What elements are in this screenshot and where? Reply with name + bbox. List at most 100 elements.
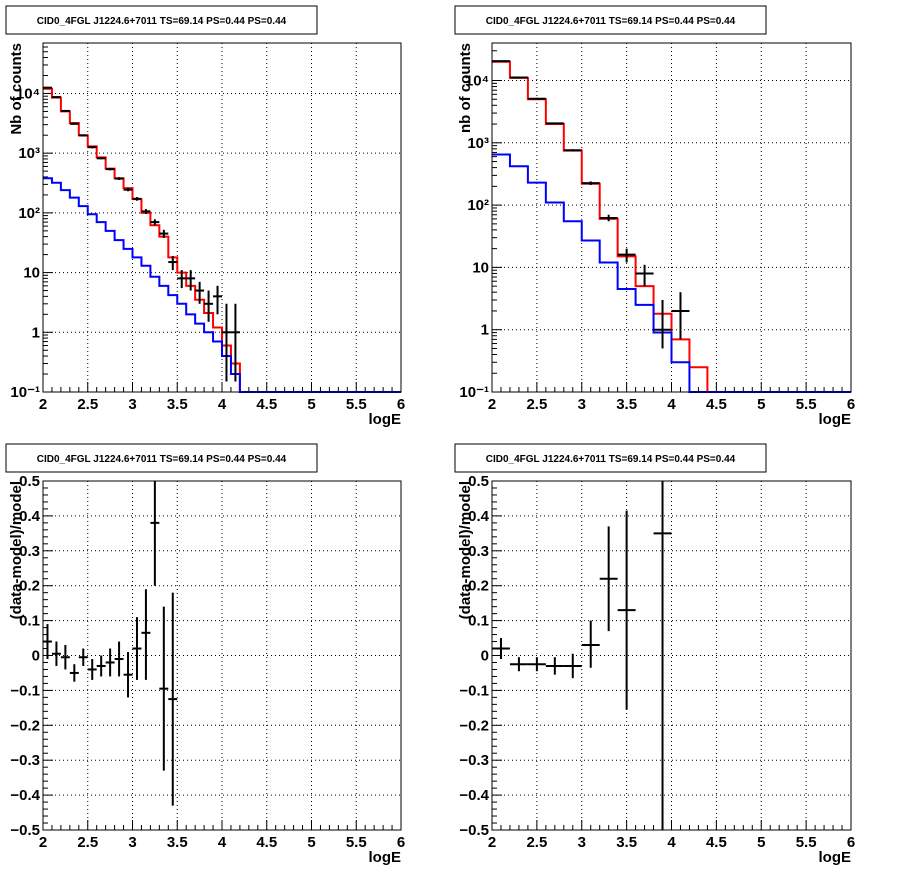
data-point: [509, 657, 528, 672]
x-axis-label: logE: [369, 849, 402, 866]
data-point: [195, 281, 205, 304]
x-tick-label: 3: [578, 834, 586, 851]
y-tick-label: 10⁴: [465, 73, 489, 90]
y-tick-label: 0.1: [468, 613, 489, 630]
y-tick-label: −0.1: [459, 682, 489, 699]
x-tick-label: 3.5: [616, 396, 637, 413]
data-point: [132, 617, 142, 680]
data-point: [96, 157, 106, 160]
y-axis-label: nb of counts: [457, 43, 474, 133]
panel-2: 2 2.5 3 3.5 4 4.5 5 5.5 6 10⁻¹ 1 10 10² 10³ 10⁴ logE nb …: [454, 5, 855, 428]
y-tick-label: 0: [481, 648, 489, 665]
data-point: [563, 149, 582, 152]
x-tick-label: 3: [128, 834, 136, 851]
y-tick-label: 10²: [467, 197, 489, 214]
data-point: [635, 264, 654, 287]
y-tick-label: 0.2: [19, 578, 40, 595]
data-point: [114, 641, 124, 677]
x-tick-label: 5: [757, 834, 765, 851]
data-point: [69, 122, 79, 125]
x-tick-label: 6: [397, 396, 405, 413]
x-tick-label: 4: [218, 834, 227, 851]
data-point: [51, 96, 61, 99]
y-tick-label: 0: [32, 648, 40, 665]
y-tick-label: −0.2: [10, 717, 40, 734]
x-axis-label: logE: [369, 411, 402, 428]
x-tick-label: 3.5: [167, 396, 188, 413]
panel-1: 2 2.5 3 3.5 4 4.5 5 5.5 6 10⁻¹ 1 10 10² 10³ 10⁴ logE Nb …: [5, 5, 405, 428]
data-point: [545, 657, 564, 675]
data-point: [159, 606, 169, 771]
x-tick-label: 2.5: [77, 396, 98, 413]
data-point: [653, 299, 672, 349]
y-tick-label: −0.4: [459, 787, 489, 804]
title-box: [5, 443, 318, 473]
y-tick-label: 0.2: [468, 578, 489, 595]
data-point: [51, 641, 61, 666]
data-point: [159, 229, 169, 238]
y-tick-label: 10⁻¹: [459, 384, 489, 401]
y-tick-label: 10⁴: [16, 85, 40, 102]
data-point: [96, 655, 106, 677]
x-axis-label: logE: [819, 411, 852, 428]
x-tick-label: 4: [218, 396, 227, 413]
data-point: [43, 86, 52, 89]
y-tick-label: 0.1: [19, 613, 40, 630]
y-tick-label: 10³: [467, 135, 489, 152]
x-tick-label: 5.5: [796, 834, 817, 851]
data-point: [581, 181, 600, 186]
y-tick-label: −0.1: [10, 682, 40, 699]
x-tick-label: 5.5: [346, 834, 367, 851]
data-point: [545, 122, 564, 125]
x-tick-label: 2: [488, 396, 496, 413]
data-point: [69, 664, 79, 682]
data-point: [186, 270, 196, 291]
y-tick-label: 1: [481, 322, 489, 339]
data-point: [599, 526, 618, 632]
data-point: [105, 648, 115, 677]
title-box: [5, 5, 318, 35]
y-tick-label: −0.5: [459, 822, 489, 839]
data-point: [43, 624, 52, 659]
chart-title: CID0_4FGL J1224.6+7011 TS=69.14 PS=0.44 …: [37, 16, 287, 27]
x-tick-label: 4.5: [706, 396, 727, 413]
x-tick-label: 4: [667, 396, 676, 413]
data-point: [527, 657, 546, 672]
data-point: [168, 592, 178, 806]
data-points: [43, 86, 240, 382]
x-tick-label: 5: [307, 834, 315, 851]
x-tick-label: 3: [578, 396, 586, 413]
data-point: [222, 303, 231, 382]
data-point: [105, 167, 115, 171]
data-point: [141, 209, 151, 214]
data-point: [123, 188, 133, 192]
y-tick-label: 0.3: [19, 543, 40, 560]
x-tick-label: 2.5: [526, 834, 547, 851]
x-tick-label: 2: [39, 834, 47, 851]
x-tick-label: 2.5: [526, 396, 547, 413]
y-tick-label: 10: [23, 265, 40, 282]
x-tick-label: 2: [39, 396, 47, 413]
step-series-2: [492, 153, 851, 393]
y-tick-label: 0.5: [468, 473, 489, 490]
x-tick-label: 3.5: [167, 834, 188, 851]
y-axis-label: Nb of counts: [8, 43, 25, 135]
data-point: [114, 177, 124, 181]
x-tick-label: 4.5: [706, 834, 727, 851]
y-axis-label: (data-model)/model: [8, 481, 25, 619]
data-point: [78, 648, 88, 666]
x-tick-label: 5.5: [346, 396, 367, 413]
data-point: [581, 620, 600, 668]
data-point: [87, 145, 97, 149]
x-tick-label: 3.5: [616, 834, 637, 851]
y-tick-label: −0.3: [459, 752, 489, 769]
data-point: [141, 589, 151, 680]
x-tick-label: 6: [397, 834, 405, 851]
title-box: [454, 443, 767, 473]
plot-frame: [42, 480, 402, 831]
y-tick-label: 10²: [18, 205, 40, 222]
y-tick-label: −0.5: [10, 822, 40, 839]
panel-4: 2 2.5 3 3.5 4 4.5 5 5.5 6 −0.5 −0.4 −0.3 −0.2 −0.1 0 0.…: [454, 443, 855, 866]
y-axis-label: (data-model)/model: [457, 481, 474, 619]
y-tick-label: −0.4: [10, 787, 40, 804]
